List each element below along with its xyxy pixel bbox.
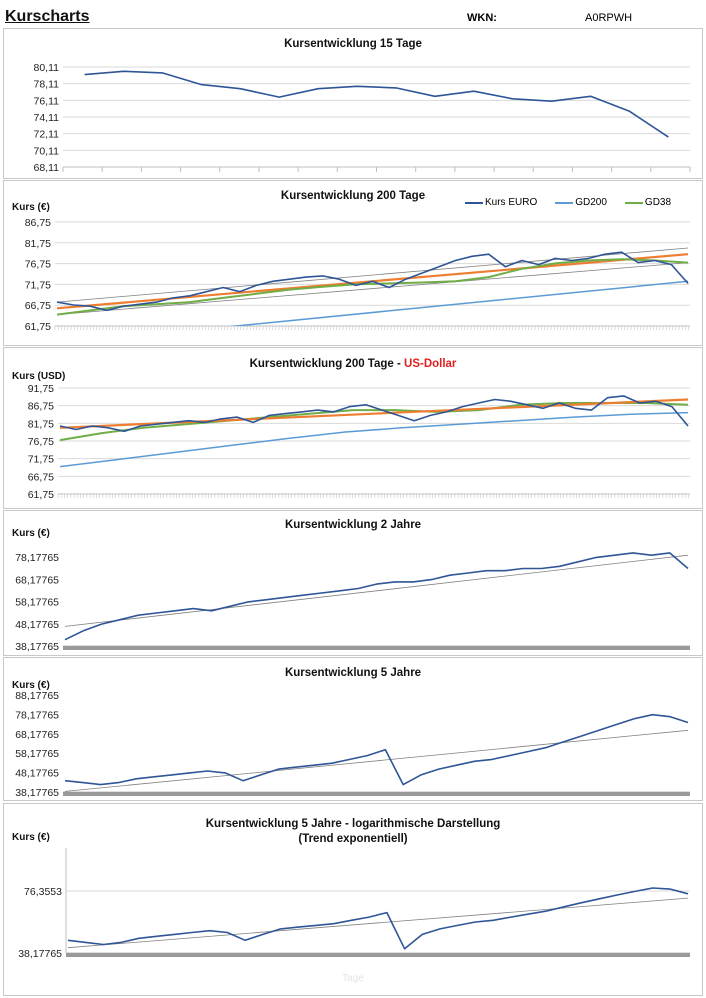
legend-swatch	[465, 201, 483, 204]
chart-15-tage: Kursentwicklung 15 Tage	[3, 28, 703, 179]
y-tick-label: 38,17765	[15, 787, 59, 799]
series-gd200-line	[228, 280, 689, 326]
y-tick-label: 81,75	[28, 418, 54, 430]
y-tick-label: 58,17765	[15, 597, 59, 609]
y-tick-label: 86,75	[25, 217, 51, 229]
series-kurs-line	[84, 70, 669, 138]
y-tick-label: 88,17765	[15, 690, 59, 702]
y-tick-label: 78,11	[34, 79, 60, 91]
legend-label: GD200	[575, 197, 607, 208]
chart-5-jahre-log: Kursentwicklung 5 Jahre - logarithmische…	[3, 803, 703, 996]
wkn-label: WKN:	[467, 12, 497, 24]
clog-plot: 76,3553 38,17765	[18, 848, 690, 960]
legend-item-gd38: GD38	[624, 197, 672, 208]
chart-title-text: Kursentwicklung 200 Tage -	[249, 358, 405, 370]
y-tick-label: 68,17765	[15, 574, 59, 586]
legend-swatch	[555, 201, 574, 204]
cusd-plot: 91,75 86,75 81,75 76,75 71,75 66,75 61,75	[28, 383, 690, 501]
y-axis-label: Kurs (€)	[12, 202, 50, 213]
x-tick-band	[63, 646, 690, 650]
series-gd38-line	[59, 402, 689, 442]
y-tick-label: 71,75	[28, 454, 54, 466]
y-tick-label: 72,11	[34, 129, 60, 141]
series-kurs-line	[59, 395, 689, 433]
y-tick-label: 78,17765	[15, 552, 59, 564]
chart-title: Kursentwicklung 15 Tage	[284, 38, 422, 50]
y-tick-label: 81,75	[25, 238, 51, 250]
y-tick-label: 61,75	[28, 489, 54, 501]
x-tick-band	[66, 953, 690, 957]
c2j-plot: 78,17765 68,17765 58,17765 48,17765 38,17765	[15, 552, 690, 653]
y-tick-label: 70,11	[34, 145, 60, 157]
legend-item-gd200: GD200	[555, 197, 607, 208]
y-tick-label: 78,17765	[15, 709, 59, 721]
y-tick-label: 80,11	[34, 62, 60, 74]
y-tick-label: 48,17765	[15, 768, 59, 780]
page-title: Kurscharts	[5, 8, 90, 25]
y-tick-label: 76,75	[25, 259, 51, 271]
y-tick-label: 38,17765	[18, 948, 62, 960]
chart-title-highlight: US-Dollar	[404, 358, 457, 370]
series-group	[56, 247, 689, 326]
chart-2-jahre: Kursentwicklung 2 Jahre Kurs (€)	[3, 510, 703, 656]
chart-title: Kursentwicklung 5 Jahre - logarithmische…	[205, 818, 501, 830]
y-tick-label: 38,17765	[15, 641, 59, 653]
chart-5-jahre: Kursentwicklung 5 Jahre Kurs (€)	[3, 657, 703, 801]
y-axis-label: Kurs (€)	[12, 528, 50, 539]
wkn-value: A0RPWH	[585, 12, 633, 24]
y-tick-label: 66,75	[28, 471, 54, 483]
y-tick-label: 48,17765	[15, 619, 59, 631]
y-tick-label: 76,11	[34, 95, 60, 107]
x-axis-label: Tage	[342, 973, 364, 984]
y-tick-label: 58,17765	[15, 748, 59, 760]
series-gd200-line	[59, 411, 689, 468]
y-tick-label: 68,17765	[15, 729, 59, 741]
y-tick-label: 74,11	[34, 112, 60, 124]
series-group	[84, 70, 669, 138]
legend-label: Kurs EURO	[485, 197, 538, 208]
series-group	[67, 887, 689, 950]
y-axis-label: Kurs (€)	[12, 832, 50, 843]
legend-item-kurs: Kurs EURO	[465, 197, 537, 208]
chart-title: Kursentwicklung 200 Tage - US-Dollar	[4, 358, 702, 370]
series-kurs-line	[64, 552, 689, 641]
chart-title: Kursentwicklung 200 Tage	[280, 190, 426, 202]
c15-plot: 80,11 78,11 76,11 74,11 72,11 70,11 68,11	[34, 62, 691, 174]
y-tick-label: 68,11	[34, 162, 60, 174]
y-tick-label: 76,3553	[24, 886, 62, 898]
legend-swatch	[624, 201, 643, 204]
chart-title: Kursentwicklung 2 Jahre	[284, 519, 422, 531]
x-tick-band	[63, 792, 690, 796]
y-tick-label: 76,75	[28, 436, 54, 448]
series-kurs-line	[56, 251, 689, 312]
y-tick-label: 71,75	[25, 279, 51, 291]
y-tick-label: 66,75	[25, 300, 51, 312]
c5j-plot: 88,17765 78,17765 68,17765 58,17765 48,17765…	[15, 690, 690, 799]
y-tick-label: 91,75	[28, 383, 54, 395]
series-kurs-line	[64, 713, 689, 786]
series-channel-line	[56, 262, 689, 315]
y-axis-label: Kurs (USD)	[12, 371, 66, 382]
series-group	[64, 713, 689, 792]
series-group	[64, 552, 689, 641]
y-axis-label: Kurs (€)	[12, 680, 50, 691]
series-channel-line	[67, 897, 689, 949]
chart-200-tage-usd: Kursentwicklung 200 Tage - US-Dollar Kur…	[3, 347, 703, 509]
c200-plot: 86,75 81,75 76,75 71,75 66,75 61,75	[25, 217, 690, 333]
y-tick-label: 61,75	[25, 321, 51, 333]
series-channel-line	[64, 729, 689, 792]
series-kurs-line	[67, 887, 689, 950]
chart-subtitle: (Trend exponentiell)	[298, 833, 408, 845]
series-channel-line	[56, 247, 689, 303]
legend-label: GD38	[644, 197, 672, 208]
y-tick-label: 86,75	[28, 401, 54, 413]
chart-title: Kursentwicklung 5 Jahre	[284, 667, 422, 679]
chart-legend: Kurs EURO GD200 GD38	[465, 197, 671, 208]
series-gd38-line	[56, 258, 689, 316]
series-channel-line	[64, 554, 689, 627]
series-group	[59, 395, 689, 468]
